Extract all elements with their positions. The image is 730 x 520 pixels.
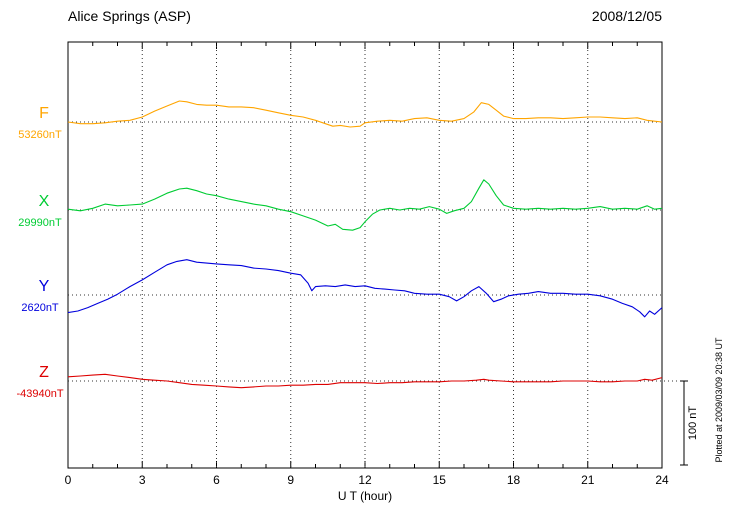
- trace-F: [67, 100, 663, 128]
- x-tick-label: 6: [213, 473, 220, 487]
- x-tick-label: 15: [433, 473, 447, 487]
- series-baseline-value-Z: -43940nT: [16, 388, 63, 400]
- x-tick-label: 24: [655, 473, 669, 487]
- trace-Z: [67, 373, 663, 389]
- x-tick-label: 0: [65, 473, 72, 487]
- series-label-X: X: [39, 193, 50, 210]
- series-baseline-value-X: 29990nT: [18, 217, 62, 229]
- trace-X: [67, 179, 663, 231]
- series-label-F: F: [39, 105, 49, 122]
- plotted-at-note: Plotted at 2009/03/09 20:38 UT: [714, 337, 724, 463]
- series-label-Y: Y: [39, 278, 50, 295]
- x-tick-label: 9: [287, 473, 294, 487]
- plot-date: 2008/12/05: [591, 8, 662, 24]
- trace-Y: [67, 259, 663, 318]
- x-axis-label: U T (hour): [338, 489, 392, 503]
- series-baseline-value-Y: 2620nT: [21, 302, 59, 314]
- series-baseline-value-F: 53260nT: [18, 129, 62, 141]
- x-tick-label: 18: [507, 473, 521, 487]
- series-label-Z: Z: [39, 364, 49, 381]
- x-tick-label: 12: [358, 473, 372, 487]
- x-tick-label: 21: [581, 473, 595, 487]
- station-title: Alice Springs (ASP): [68, 8, 191, 24]
- scale-bar-label: 100 nT: [687, 406, 699, 441]
- x-tick-label: 3: [139, 473, 146, 487]
